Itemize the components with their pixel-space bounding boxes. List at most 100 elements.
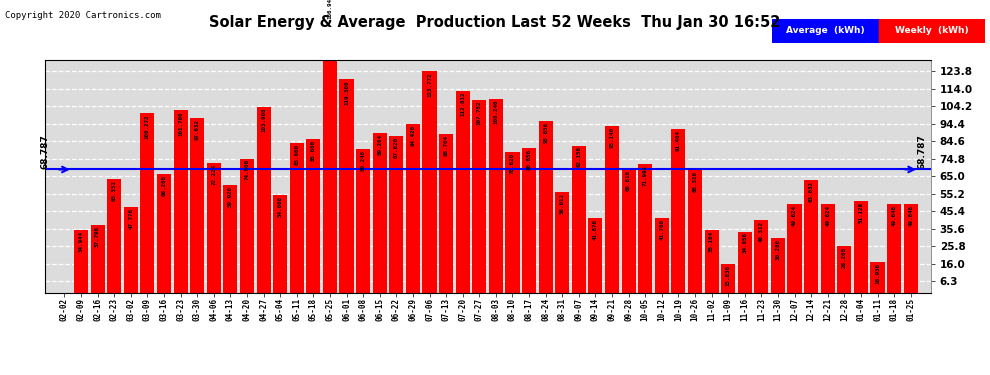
- Bar: [588, 217, 603, 292]
- Text: 80.856: 80.856: [527, 149, 532, 170]
- Bar: [671, 129, 685, 292]
- Bar: [356, 149, 370, 292]
- Bar: [904, 204, 918, 292]
- Text: 54.668: 54.668: [277, 196, 283, 217]
- Bar: [787, 204, 802, 292]
- Text: 101.780: 101.780: [178, 111, 183, 136]
- Text: 49.624: 49.624: [826, 205, 831, 226]
- Bar: [821, 204, 835, 292]
- Text: 72.224: 72.224: [211, 164, 216, 185]
- Text: 66.208: 66.208: [161, 175, 166, 196]
- Bar: [870, 262, 884, 292]
- Text: 88.704: 88.704: [444, 135, 448, 156]
- Text: 93.140: 93.140: [610, 127, 615, 148]
- Text: 68.787: 68.787: [918, 134, 927, 169]
- Bar: [754, 220, 768, 292]
- Text: 89.204: 89.204: [377, 134, 382, 155]
- Bar: [173, 111, 188, 292]
- Text: 68.787: 68.787: [40, 134, 50, 169]
- Text: 100.272: 100.272: [145, 114, 149, 138]
- Text: 74.908: 74.908: [245, 159, 249, 180]
- Text: 95.656: 95.656: [544, 122, 548, 143]
- Text: 91.404: 91.404: [676, 130, 681, 151]
- Bar: [389, 136, 403, 292]
- Bar: [323, 0, 337, 292]
- Bar: [74, 230, 88, 292]
- Text: 107.752: 107.752: [477, 100, 482, 125]
- Text: 85.600: 85.600: [311, 140, 316, 161]
- Text: 16.936: 16.936: [875, 263, 880, 284]
- Text: 37.796: 37.796: [95, 226, 100, 247]
- Bar: [555, 192, 569, 292]
- Bar: [406, 124, 420, 292]
- Bar: [622, 170, 636, 292]
- Bar: [804, 180, 818, 292]
- Text: Solar Energy & Average  Production Last 52 Weeks  Thu Jan 30 16:52: Solar Energy & Average Production Last 5…: [209, 15, 781, 30]
- Bar: [721, 264, 736, 292]
- Bar: [190, 118, 204, 292]
- Text: 41.876: 41.876: [593, 219, 598, 240]
- Bar: [273, 195, 287, 292]
- Bar: [572, 146, 586, 292]
- Text: 51.128: 51.128: [858, 202, 863, 223]
- Bar: [738, 232, 751, 292]
- Text: 68.816: 68.816: [626, 170, 631, 191]
- Bar: [207, 164, 221, 292]
- Text: 112.812: 112.812: [460, 92, 465, 116]
- Bar: [240, 159, 254, 292]
- Bar: [141, 113, 154, 292]
- Text: 34.056: 34.056: [742, 232, 747, 254]
- Text: 78.620: 78.620: [510, 153, 515, 174]
- Text: 119.300: 119.300: [345, 80, 349, 105]
- Text: 80.248: 80.248: [360, 150, 365, 171]
- Bar: [372, 133, 387, 292]
- Bar: [887, 204, 901, 292]
- Bar: [639, 164, 652, 292]
- Text: 49.648: 49.648: [892, 205, 897, 226]
- Text: 35.164: 35.164: [709, 231, 714, 252]
- Bar: [306, 140, 321, 292]
- Text: Average  (kWh): Average (kWh): [786, 26, 864, 36]
- Text: 166.948: 166.948: [328, 0, 333, 20]
- Bar: [290, 143, 304, 292]
- Text: Copyright 2020 Cartronics.com: Copyright 2020 Cartronics.com: [5, 11, 160, 20]
- Bar: [124, 207, 138, 292]
- Bar: [539, 122, 552, 292]
- Bar: [705, 230, 719, 292]
- Text: 103.908: 103.908: [261, 108, 266, 132]
- Bar: [853, 201, 868, 292]
- Text: 83.600: 83.600: [294, 144, 299, 165]
- Bar: [522, 148, 537, 292]
- Bar: [91, 225, 105, 292]
- Text: 108.240: 108.240: [493, 100, 498, 124]
- Bar: [472, 100, 486, 292]
- Text: 63.552: 63.552: [112, 180, 117, 201]
- Text: 97.632: 97.632: [195, 119, 200, 140]
- Text: Weekly  (kWh): Weekly (kWh): [895, 26, 968, 36]
- Bar: [879, 19, 985, 43]
- Text: 56.012: 56.012: [559, 193, 564, 214]
- Bar: [455, 91, 469, 292]
- Text: 87.620: 87.620: [394, 137, 399, 158]
- Text: 59.920: 59.920: [228, 186, 233, 207]
- Bar: [654, 218, 669, 292]
- Text: 123.772: 123.772: [427, 72, 432, 96]
- Text: 82.156: 82.156: [576, 147, 581, 168]
- Bar: [256, 106, 270, 292]
- Text: 34.944: 34.944: [78, 231, 83, 252]
- Bar: [771, 238, 785, 292]
- Bar: [489, 99, 503, 292]
- Text: 15.836: 15.836: [726, 265, 731, 286]
- Text: 26.208: 26.208: [842, 246, 846, 267]
- Bar: [838, 246, 851, 292]
- Bar: [107, 179, 122, 292]
- Bar: [772, 19, 879, 43]
- Text: 47.776: 47.776: [129, 208, 134, 229]
- Text: 94.420: 94.420: [411, 124, 416, 146]
- Bar: [506, 152, 520, 292]
- Bar: [439, 134, 453, 292]
- Text: 63.032: 63.032: [809, 181, 814, 202]
- Text: 71.992: 71.992: [643, 165, 647, 186]
- Text: 41.760: 41.760: [659, 219, 664, 240]
- Bar: [423, 71, 437, 292]
